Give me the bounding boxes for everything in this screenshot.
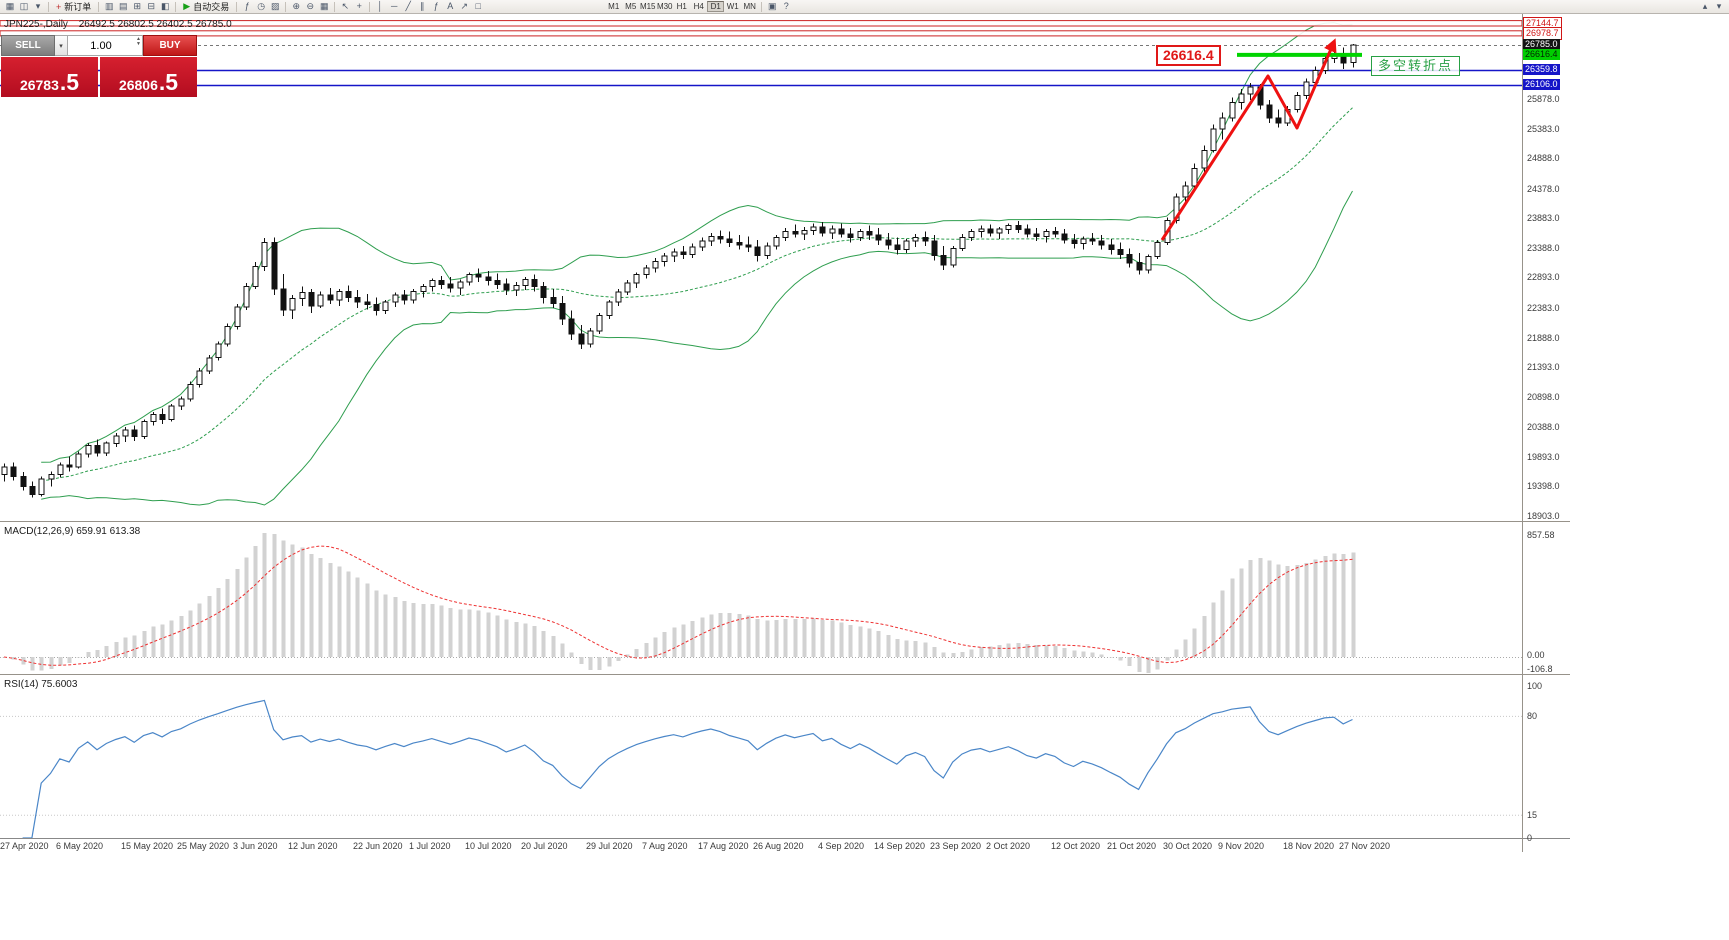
chart-dropdown-icon[interactable]: ▾ [35, 1, 41, 11]
equidistant-channel-icon[interactable]: ∥ [419, 1, 425, 11]
symbol-period-label: JPN225-,Daily [4, 19, 68, 30]
cursor-icon[interactable]: ↖ [341, 1, 349, 11]
templates-icon[interactable]: ▨ [270, 1, 280, 11]
autotrading-button[interactable]: ▶ 自动交易 [179, 1, 233, 13]
horizontal-line-icon[interactable]: ─ [391, 1, 398, 11]
candlesticks [1, 39, 1357, 498]
sell-price-display[interactable]: 26783 .5 [1, 57, 98, 97]
fibonacci-icon[interactable]: ƒ [433, 1, 439, 11]
price-pane[interactable] [0, 20, 1522, 506]
pane-borders [0, 14, 1570, 852]
buy-price-main: 26806 [118, 77, 158, 93]
toolbar-separator [236, 1, 238, 12]
volume-steppers[interactable]: ▲ ▼ [136, 37, 141, 47]
tile-windows-icon[interactable]: ▦ [319, 1, 329, 11]
autotrading-button-label: 自动交易 [193, 2, 230, 12]
sell-price-frac: .5 [59, 69, 80, 96]
new-order-button[interactable]: + 新订单 [52, 1, 95, 13]
timeframe-button-mn[interactable]: MN [743, 2, 756, 11]
sell-button[interactable]: SELL [1, 35, 55, 56]
volume-step-up-icon[interactable]: ▲ [136, 36, 141, 42]
market-watch-icon[interactable]: ▥ [105, 1, 114, 11]
zoom-in-icon[interactable]: ⊕ [292, 1, 300, 11]
text-label-icon[interactable]: A [447, 1, 454, 11]
toolbar-separator [369, 1, 371, 12]
rsi-pane[interactable] [0, 699, 1522, 838]
timeframe-button-m1[interactable]: M1 [608, 2, 620, 11]
chart-ohlc-header: JPN225-,Daily 26492.5 26802.5 26402.5 26… [4, 19, 232, 30]
trendline-icon[interactable]: ╱ [405, 1, 411, 11]
turning-point-note[interactable]: 多空转折点 [1371, 56, 1461, 76]
buy-price-frac: .5 [158, 69, 179, 96]
new-order-button-icon: + [56, 1, 62, 12]
volume-input[interactable] [68, 38, 142, 53]
buy-button[interactable]: BUY [143, 35, 197, 56]
rsi-indicator-title: RSI(14) 75.6003 [4, 679, 78, 690]
one-click-trading-panel: SELL ▾ ▲ ▼ BUY 26783 .5 26806 .5 [1, 35, 197, 97]
new-order-button-label: 新订单 [64, 2, 92, 12]
chart-list-icon[interactable]: ▣ [767, 1, 777, 11]
arrow-tool-icon[interactable]: ↗ [460, 1, 468, 11]
macd-signal-line [3, 545, 1353, 666]
zoom-out-icon[interactable]: ⊖ [306, 1, 314, 11]
macd-indicator-title: MACD(12,26,9) 659.91 613.38 [4, 526, 141, 537]
macd-pane[interactable] [0, 533, 1522, 673]
timeframe-button-h4[interactable]: H4 [693, 2, 704, 11]
toolbar-separator [175, 1, 177, 12]
vertical-line-icon[interactable]: │ [377, 1, 384, 11]
shapes-icon[interactable]: □ [475, 1, 481, 11]
volume-dropdown-caret-icon[interactable]: ▾ [55, 35, 68, 56]
new-chart-icon[interactable]: ▦ [5, 1, 15, 11]
rsi-line [22, 699, 1353, 838]
chart-profiles-icon[interactable]: ◫ [19, 1, 29, 11]
buy-price-display[interactable]: 26806 .5 [100, 57, 197, 97]
toolbar-options-icon[interactable]: ▾ [1716, 1, 1722, 11]
data-window-icon[interactable]: ▤ [119, 1, 128, 11]
ohlc-values: 26492.5 26802.5 26402.5 26785.0 [78, 19, 232, 30]
timeframe-button-h1[interactable]: H1 [676, 2, 687, 11]
toolbar-separator [334, 1, 336, 12]
timeframe-button-m30[interactable]: M30 [656, 2, 673, 11]
toolbar: ▦ ◫ ▾ + 新订单 ▥ ▤ ⊞ ⊟ ◧ ▶ 自动交易 ƒ ◷ ▨ ⊕ ⊖ ▦ ↖ + │ ─ ╱ ∥ ƒ A ↗ □ M1 M5 M15… [0, 0, 1729, 14]
timeframe-button-m15[interactable]: M15 [639, 2, 656, 11]
periods-icon[interactable]: ◷ [257, 1, 266, 11]
timeframe-button-w1[interactable]: W1 [726, 2, 739, 11]
autotrading-button-icon: ▶ [183, 1, 191, 11]
toolbar-collapse-icon[interactable]: ▴ [1702, 1, 1708, 11]
macd-histogram [2, 533, 1356, 673]
terminal-icon[interactable]: ⊟ [147, 1, 156, 11]
sell-price-main: 26783 [19, 77, 59, 93]
strategy-tester-icon[interactable]: ◧ [161, 1, 170, 11]
volume-step-down-icon[interactable]: ▼ [136, 41, 141, 47]
help-icon[interactable]: ? [783, 1, 789, 11]
navigator-icon[interactable]: ⊞ [133, 1, 142, 11]
timeframe-button-m5[interactable]: M5 [625, 2, 637, 11]
crosshair-icon[interactable]: + [356, 1, 362, 11]
volume-input-wrap: ▲ ▼ [68, 35, 143, 56]
resistance-price-label[interactable]: 26616.4 [1156, 45, 1221, 66]
timeframe-button-d1[interactable]: D1 [707, 1, 725, 12]
toolbar-separator [761, 1, 763, 12]
toolbar-separator [98, 1, 100, 12]
toolbar-separator [285, 1, 287, 12]
indicators-icon[interactable]: ƒ [244, 1, 250, 11]
toolbar-separator [48, 1, 49, 12]
